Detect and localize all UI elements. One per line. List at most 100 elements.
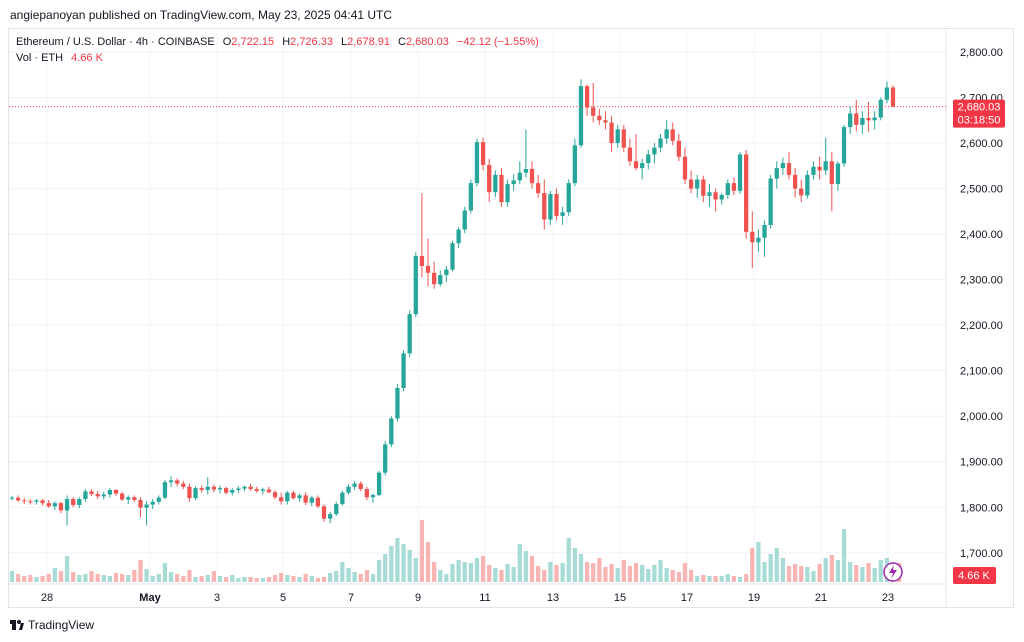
- candle-body: [266, 489, 272, 493]
- low-label: L: [341, 36, 348, 48]
- volume-bar: [499, 570, 504, 582]
- volume-bar: [652, 565, 657, 582]
- volume-bar: [713, 576, 718, 582]
- volume-bar: [370, 574, 376, 582]
- time-tick-label: 11: [479, 592, 490, 604]
- volume-bar: [640, 565, 645, 582]
- volume-bar: [548, 562, 553, 582]
- candle-body: [536, 183, 541, 194]
- volume-bar: [780, 558, 786, 582]
- candle-body: [303, 495, 308, 503]
- candle-body: [762, 224, 767, 238]
- price-tick-label: 2,400.00: [960, 229, 1003, 241]
- candle-body: [676, 140, 682, 157]
- volume-bar: [866, 563, 871, 582]
- volume-bar: [737, 577, 743, 582]
- candle-body: [401, 353, 406, 388]
- volume-bar: [474, 558, 480, 582]
- chart-legend: Ethereum / U.S. Dollar · 4h · COINBASE O…: [16, 34, 539, 66]
- candle-body: [285, 492, 290, 502]
- volume-bar: [805, 567, 810, 582]
- time-tick-label: 3: [214, 592, 220, 604]
- price-tick-label: 2,200.00: [960, 320, 1003, 332]
- volume-bar: [468, 563, 473, 582]
- volume-bar: [199, 576, 204, 582]
- open-label: O: [222, 36, 232, 48]
- candle-body: [866, 118, 871, 121]
- candle-body: [438, 275, 443, 285]
- candle-body: [352, 483, 357, 487]
- volume-bar: [175, 574, 180, 582]
- lightning-bolt-icon: [889, 565, 897, 579]
- candle-body: [156, 497, 161, 502]
- volume-bar: [811, 571, 816, 582]
- candle-body: [291, 492, 296, 499]
- volume-bar: [89, 571, 94, 582]
- candle-body: [884, 87, 890, 100]
- candle-body: [456, 229, 461, 244]
- candle-body: [383, 444, 388, 473]
- candle-body: [854, 113, 859, 125]
- low-value: 2,678.91: [347, 36, 390, 48]
- candle-body: [652, 147, 657, 155]
- candle-body: [370, 494, 376, 498]
- volume-label[interactable]: Vol · ETH: [16, 52, 64, 64]
- last-price-value: 2,680.03: [958, 102, 1001, 114]
- volume-bar: [279, 573, 284, 582]
- volume-bar: [297, 577, 302, 582]
- volume-bar: [487, 565, 492, 582]
- candle-body: [126, 497, 131, 500]
- volume-bar: [621, 560, 626, 582]
- price-tick-label: 2,000.00: [960, 411, 1003, 423]
- footer-brand[interactable]: TradingView: [10, 618, 94, 632]
- price-tick-label: 2,100.00: [960, 366, 1003, 378]
- candle-body: [340, 492, 345, 505]
- volume-bar: [584, 562, 590, 582]
- candle-body: [786, 163, 792, 175]
- candle-body: [756, 237, 761, 243]
- volume-bar: [682, 563, 688, 582]
- volume-bar: [609, 564, 614, 582]
- volume-bar: [444, 574, 449, 582]
- volume-bar: [646, 569, 651, 582]
- volume-bar: [334, 571, 339, 582]
- candle-body: [872, 117, 877, 121]
- volume-bar: [266, 577, 272, 582]
- candle-body: [707, 192, 712, 196]
- volume-bar: [505, 564, 510, 582]
- candle-body: [389, 418, 394, 445]
- close-label: C: [398, 36, 406, 48]
- chart-frame[interactable]: [8, 28, 1014, 608]
- candle-body: [89, 491, 94, 495]
- volume-bar: [799, 566, 804, 582]
- candle-body: [890, 87, 896, 107]
- price-tick-label: 2,300.00: [960, 275, 1003, 287]
- candle-body: [358, 483, 363, 490]
- volume-bar: [413, 558, 418, 582]
- volume-bar: [701, 575, 706, 582]
- volume-bar: [841, 529, 847, 582]
- candle-body: [22, 500, 27, 502]
- candle-body: [83, 491, 88, 500]
- volume-bar: [432, 562, 437, 582]
- candle-body: [829, 161, 834, 185]
- candle-body: [254, 489, 259, 491]
- symbol-label[interactable]: Ethereum / U.S. Dollar · 4h · COINBASE: [16, 36, 215, 48]
- volume-bar: [627, 566, 633, 582]
- volume-bar: [774, 548, 779, 582]
- candle-body: [450, 243, 455, 270]
- candle-body: [744, 154, 749, 232]
- volume-bar: [762, 562, 767, 582]
- candle-body: [750, 231, 755, 243]
- volume-bar: [144, 569, 149, 582]
- volume-bar: [744, 574, 749, 582]
- volume-bar: [15, 574, 21, 582]
- candle-body: [811, 166, 816, 175]
- candle-body: [223, 488, 229, 493]
- candle-body: [817, 166, 822, 171]
- candle-body: [805, 174, 810, 196]
- candle-body: [487, 164, 492, 193]
- candle-body: [419, 255, 425, 266]
- candle-body: [658, 138, 663, 148]
